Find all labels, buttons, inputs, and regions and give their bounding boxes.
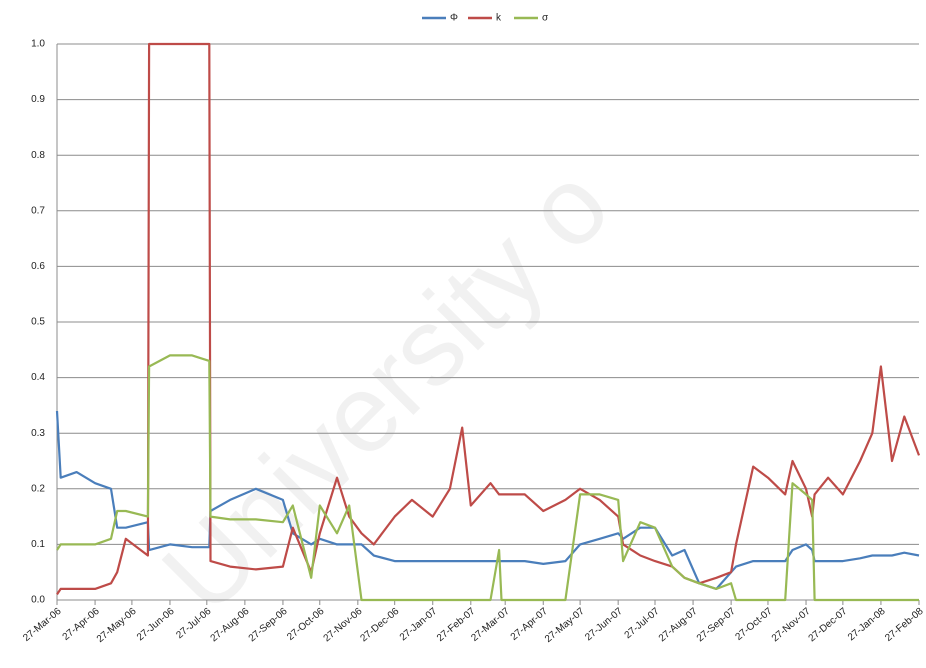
series-line bbox=[56, 42, 921, 596]
y-tick-label: 0.8 bbox=[31, 150, 45, 161]
y-tick-label: 0.5 bbox=[31, 317, 45, 328]
x-tick-label: 27-Nov-07 bbox=[770, 606, 813, 645]
y-tick-label: 0.7 bbox=[31, 205, 45, 216]
y-tick-label: 0.6 bbox=[31, 261, 45, 272]
x-tick-label: 27-Feb-08 bbox=[883, 606, 926, 644]
x-tick-label: 27-Oct-06 bbox=[285, 606, 326, 643]
x-tick-label: 27-May-07 bbox=[543, 606, 587, 645]
legend-label: k bbox=[496, 13, 502, 24]
x-tick-label: 27-May-06 bbox=[95, 606, 139, 645]
legend-label: σ bbox=[542, 13, 549, 24]
x-tick-label: 27-Mar-06 bbox=[21, 606, 64, 644]
y-tick-label: 0.0 bbox=[31, 595, 45, 606]
x-tick-label: 27-Jan-08 bbox=[846, 606, 888, 644]
y-tick-label: 0.3 bbox=[31, 428, 45, 439]
x-tick-label: 27-Dec-07 bbox=[807, 606, 850, 645]
y-tick-label: 0.4 bbox=[31, 372, 45, 383]
x-tick-label: 27-Jun-07 bbox=[583, 606, 625, 644]
series-line bbox=[56, 354, 919, 602]
x-tick-label: 27-Aug-07 bbox=[657, 606, 700, 645]
x-tick-label: 27-Jan-07 bbox=[398, 606, 440, 644]
x-tick-label: 27-Mar-07 bbox=[469, 606, 512, 644]
x-tick-label: 27-Jun-06 bbox=[135, 606, 177, 644]
x-tick-label: 27-Sep-07 bbox=[695, 606, 738, 645]
y-tick-label: 0.9 bbox=[31, 94, 45, 105]
x-tick-label: 27-Sep-06 bbox=[247, 606, 290, 645]
y-tick-label: 0.2 bbox=[31, 483, 45, 494]
y-tick-label: 0.1 bbox=[31, 539, 45, 550]
x-tick-label: 27-Nov-06 bbox=[322, 606, 365, 645]
legend-label: Φ bbox=[450, 13, 458, 24]
y-tick-label: 1.0 bbox=[31, 39, 45, 50]
x-tick-label: 27-Oct-07 bbox=[733, 606, 774, 643]
x-tick-label: 27-Dec-06 bbox=[358, 606, 401, 645]
